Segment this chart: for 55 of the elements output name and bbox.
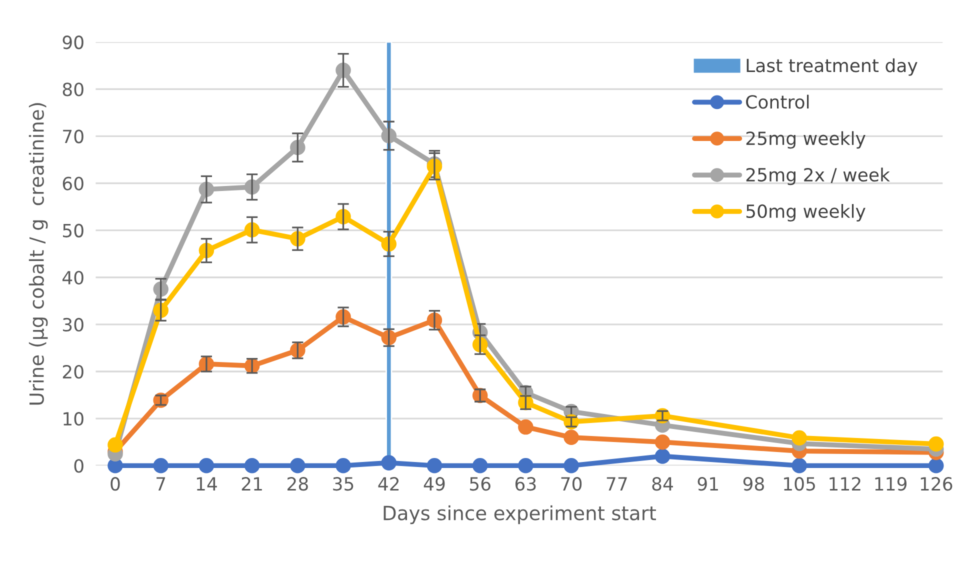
x-tick-label: 21 <box>242 477 262 490</box>
x-tick-label: 56 <box>470 477 490 491</box>
point <box>381 455 397 470</box>
point <box>792 430 807 446</box>
y-tick-label: 20 <box>62 364 84 379</box>
x-tick-label: 84 <box>652 477 673 491</box>
point <box>153 458 168 474</box>
point <box>518 458 534 474</box>
point <box>564 430 579 446</box>
y-tick-label: 40 <box>62 270 84 284</box>
y-tick-label: 0 <box>74 459 84 473</box>
x-tick-label: 7 <box>156 477 166 490</box>
point <box>290 458 306 474</box>
x-tick-label: 98 <box>743 477 764 491</box>
x-tick-label: 63 <box>515 477 536 491</box>
legend-label: 25mg weekly <box>746 131 866 149</box>
legend-label: Control <box>746 94 809 109</box>
x-tick-label: 126 <box>920 477 952 491</box>
point <box>654 434 670 450</box>
y-axis-title: Urine (µg cobalt / g creatinine) <box>28 103 48 405</box>
y-tick-label: 70 <box>63 130 84 144</box>
x-tick-label: 112 <box>830 477 860 490</box>
y-tick-label: 50 <box>63 224 84 238</box>
x-tick-label: 14 <box>196 477 217 490</box>
legend-label: 50mg weekly <box>746 204 866 222</box>
legend-label: Last treatment day <box>746 58 918 76</box>
y-tick-label: 10 <box>64 412 84 426</box>
y-tick-label: 60 <box>62 176 84 190</box>
x-tick-label: 42 <box>378 477 399 490</box>
y-tick-label: 30 <box>62 318 84 332</box>
point <box>928 458 944 474</box>
x-tick-label: 77 <box>606 477 627 490</box>
point <box>518 419 534 435</box>
x-tick-label: 0 <box>110 477 120 491</box>
point <box>336 458 351 474</box>
point <box>108 437 123 453</box>
x-tick-label: 105 <box>784 477 815 491</box>
point <box>198 458 214 474</box>
x-tick-label: 28 <box>288 477 308 491</box>
point <box>472 458 488 474</box>
x-tick-label: 35 <box>333 477 354 491</box>
y-tick-label: 80 <box>62 82 84 96</box>
x-tick-label: 91 <box>698 477 718 491</box>
point <box>792 458 807 474</box>
legend-label: 25mg 2x / week <box>746 168 890 186</box>
x-tick-label: 119 <box>875 477 906 491</box>
point <box>244 458 260 474</box>
point <box>426 458 442 474</box>
y-tick-label: 90 <box>62 36 84 50</box>
x-tick-label: 70 <box>561 477 582 491</box>
point <box>564 458 579 474</box>
point <box>928 436 944 452</box>
x-axis-title: Days since experiment start <box>384 505 656 524</box>
x-tick-label: 49 <box>424 477 445 491</box>
point <box>654 448 670 464</box>
